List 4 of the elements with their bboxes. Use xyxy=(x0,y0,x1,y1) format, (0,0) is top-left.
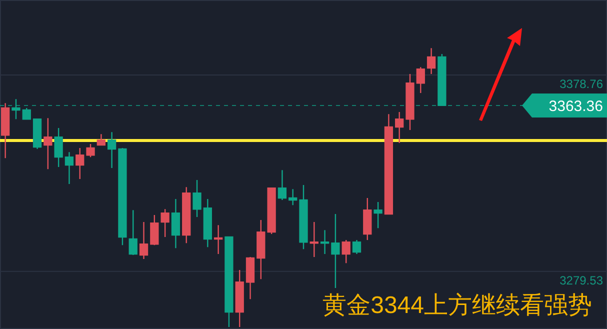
y-tick-label: 3378.76 xyxy=(560,77,604,92)
annotation: 黄金3344上方继续看强势 xyxy=(322,292,592,319)
y-tick-label: 3279.53 xyxy=(560,273,604,288)
ref-line-label: 3363.36 xyxy=(548,98,603,116)
